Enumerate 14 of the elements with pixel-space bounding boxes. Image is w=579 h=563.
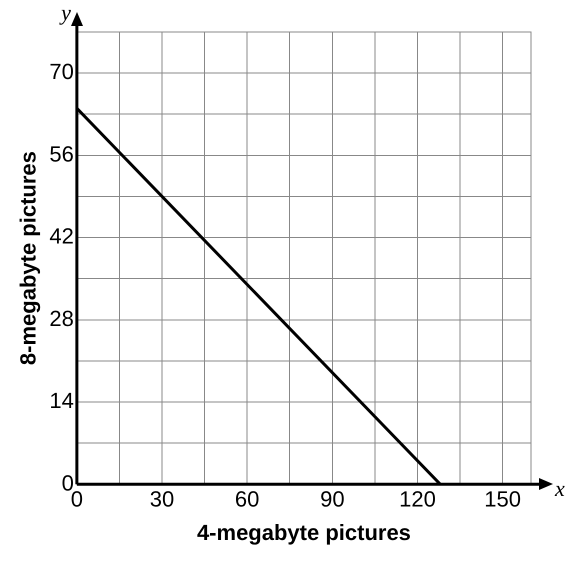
- y-tick-label: 28: [49, 306, 74, 331]
- text: y: [59, 0, 72, 25]
- y-tick-label: 14: [49, 388, 74, 414]
- x-tick-label: 60: [234, 486, 260, 512]
- text: x: [554, 476, 565, 501]
- y-axis-title: 8-megabyte pictures: [15, 151, 40, 366]
- y-tick-label: 56: [49, 141, 74, 166]
- y-tick-label: 70: [49, 59, 74, 84]
- x-tick-label: 30: [150, 486, 174, 512]
- x-tick-label: 120: [399, 486, 436, 512]
- x-axis-title: 4-megabyte pictures: [196, 520, 411, 545]
- x-tick-label: 90: [320, 486, 345, 512]
- y-tick-label: 42: [49, 224, 74, 249]
- x-tick-label: 150: [484, 486, 521, 512]
